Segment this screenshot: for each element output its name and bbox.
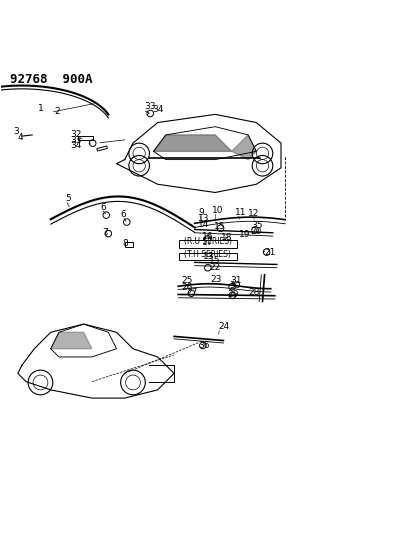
Text: (R.U SERIES): (R.U SERIES) bbox=[183, 238, 231, 246]
FancyBboxPatch shape bbox=[179, 240, 236, 248]
Text: 13: 13 bbox=[197, 214, 209, 223]
Text: 33: 33 bbox=[70, 136, 82, 145]
Text: 33: 33 bbox=[144, 102, 156, 111]
Bar bbox=[97, 146, 107, 151]
Text: 15: 15 bbox=[214, 222, 225, 231]
Text: 28: 28 bbox=[247, 288, 259, 297]
FancyBboxPatch shape bbox=[179, 253, 236, 260]
Polygon shape bbox=[231, 135, 256, 159]
Text: 20: 20 bbox=[249, 228, 261, 237]
Text: 27: 27 bbox=[186, 288, 197, 297]
Text: 15: 15 bbox=[209, 256, 220, 265]
Bar bbox=[125, 242, 132, 247]
Text: 34: 34 bbox=[70, 141, 82, 150]
Text: 4: 4 bbox=[18, 133, 24, 142]
Text: 29: 29 bbox=[227, 289, 238, 298]
Text: 23: 23 bbox=[210, 275, 221, 284]
Text: 2: 2 bbox=[55, 107, 60, 116]
Text: 35: 35 bbox=[251, 221, 262, 230]
Text: 1: 1 bbox=[38, 104, 44, 114]
Text: 7: 7 bbox=[102, 228, 108, 237]
Text: 32: 32 bbox=[70, 130, 82, 139]
Text: 21: 21 bbox=[264, 248, 275, 257]
Text: 6: 6 bbox=[100, 203, 106, 212]
Text: 24: 24 bbox=[218, 322, 229, 332]
Text: 11: 11 bbox=[235, 208, 246, 217]
Text: 10: 10 bbox=[212, 206, 223, 215]
Text: 22: 22 bbox=[209, 263, 220, 272]
Polygon shape bbox=[153, 135, 231, 151]
Text: 36: 36 bbox=[197, 341, 209, 350]
Text: 6: 6 bbox=[120, 210, 126, 219]
Bar bbox=[78, 136, 93, 140]
Text: 5: 5 bbox=[65, 193, 71, 203]
Text: 13: 13 bbox=[202, 252, 214, 261]
Text: 92768  900A: 92768 900A bbox=[9, 73, 92, 86]
Text: 34: 34 bbox=[152, 105, 164, 114]
Polygon shape bbox=[51, 332, 92, 349]
Text: 3: 3 bbox=[14, 127, 19, 136]
Text: 16: 16 bbox=[202, 231, 213, 240]
Text: 30: 30 bbox=[228, 281, 240, 290]
Text: (T.H SERIES): (T.H SERIES) bbox=[183, 250, 230, 259]
Text: 19: 19 bbox=[238, 230, 250, 239]
Text: 12: 12 bbox=[247, 208, 259, 217]
Text: 26: 26 bbox=[180, 283, 192, 292]
Text: 31: 31 bbox=[230, 276, 241, 285]
Text: 25: 25 bbox=[181, 276, 192, 285]
Text: 17: 17 bbox=[202, 238, 213, 247]
Text: 18: 18 bbox=[221, 233, 233, 242]
Text: 8: 8 bbox=[122, 239, 128, 248]
Text: 14: 14 bbox=[197, 220, 209, 229]
Text: 9: 9 bbox=[197, 208, 203, 217]
